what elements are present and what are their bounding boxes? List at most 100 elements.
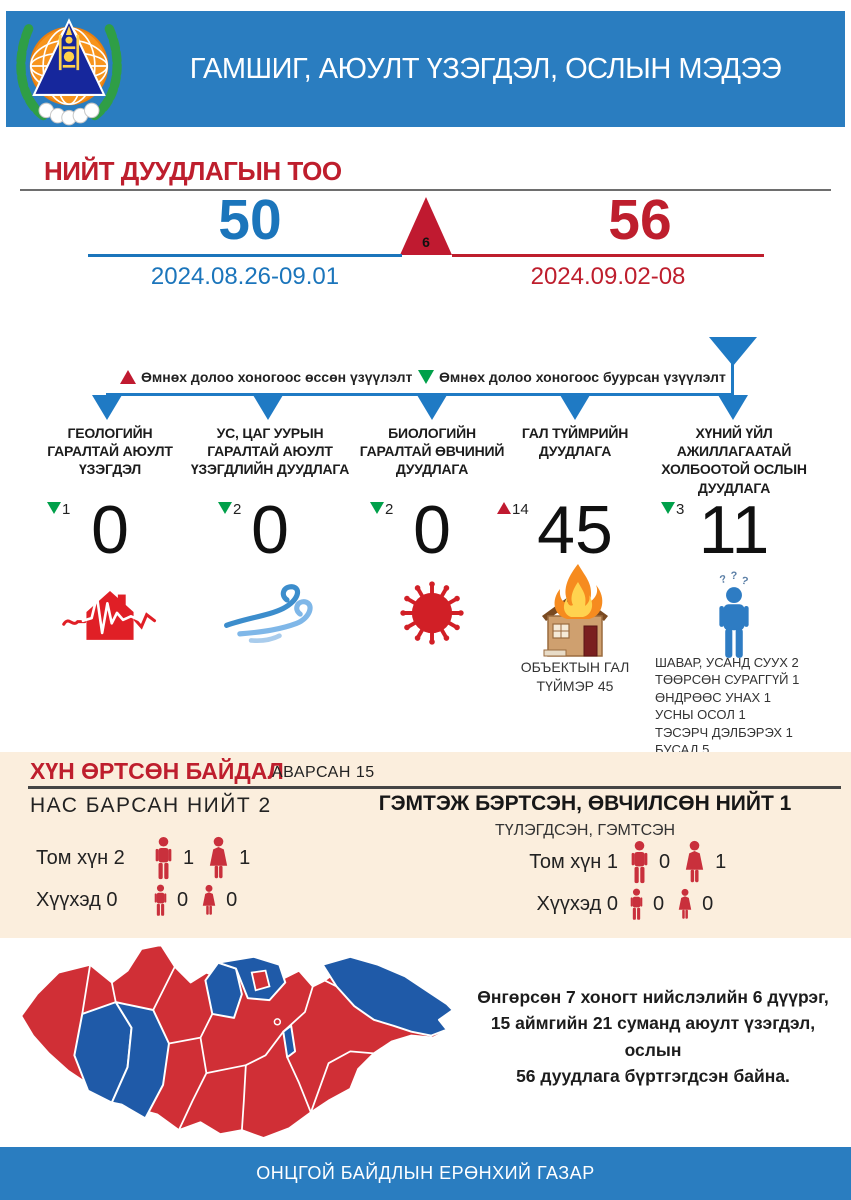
- heading-rule: [20, 189, 831, 191]
- injured-subtitle: ТҮЛЭГДСЭН, ГЭМТСЭН: [494, 822, 676, 839]
- increase-triangle-icon: [120, 370, 136, 384]
- earthquake-icon: [62, 591, 157, 640]
- question-mark: ?: [731, 570, 738, 582]
- arrow-down-icon: [253, 395, 283, 420]
- question-mark: ?: [740, 575, 749, 588]
- arrow-down-icon: [92, 395, 122, 420]
- category-biology: БИОЛОГИЙН ГАРАЛТАЙ ӨВЧИНИЙ ДУУДЛАГА 2 0: [352, 424, 512, 754]
- casualties-panel: ХҮН ӨРТСӨН БАЙДАЛ АВАРСАН 15 НАС БАРСАН …: [0, 752, 851, 938]
- injured-adult-row: Том хүн 1 0 1: [518, 840, 738, 885]
- question-mark: ?: [718, 573, 727, 586]
- row-label: Том хүн 2: [36, 847, 125, 869]
- breakdown-item: ШАВАР, УСАНД СУУХ 2: [655, 655, 799, 670]
- category-value: 0: [413, 492, 451, 568]
- current-week-period: 2024.09.02-08: [530, 263, 686, 290]
- category-value: 0: [91, 492, 129, 568]
- capital-marker: [273, 1018, 282, 1026]
- male-icon: [155, 836, 172, 880]
- icon-box: [35, 576, 185, 648]
- arrow-down-icon: [560, 395, 590, 420]
- icon-box: [352, 578, 512, 648]
- icon-box: ? ? ?: [645, 570, 823, 662]
- wind-icon: [224, 584, 313, 644]
- category-value: 45: [537, 492, 613, 568]
- injured-child-row: Хүүхэд 0 0 0: [518, 888, 725, 921]
- previous-week-count: 50: [218, 188, 282, 252]
- change-value: 2: [385, 501, 394, 518]
- row-label: Хүүхэд 0: [36, 889, 118, 911]
- funnel-stem: [731, 363, 734, 395]
- difference-triangle-icon: 6: [400, 197, 452, 255]
- category-human: ХҮНИЙ ҮЙЛ АЖИЛЛАГААТАЙ ХОЛБООТОЙ ОСЛЫН Д…: [645, 424, 823, 757]
- funnel-icon: [709, 337, 757, 366]
- header-bar: ГАМШИГ, АЮУЛТ ҮЗЭГДЭЛ, ОСЛЫН МЭДЭЭ: [6, 11, 845, 127]
- branch-line: [106, 393, 734, 396]
- deaths-child-row: Хүүхэд 0 0 0: [36, 884, 249, 917]
- change-indicator: 2: [370, 502, 393, 517]
- map-enclave: [250, 969, 271, 992]
- summary-line: Өнгөрсөн 7 хоногт нийслэлийн 6 дүүрэг,: [477, 987, 829, 1007]
- change-value: 1: [62, 501, 71, 518]
- male-child-icon: [154, 884, 167, 916]
- female-count: 0: [226, 889, 238, 911]
- female-icon: [209, 836, 228, 879]
- breakdown-item: ТӨӨРСӨН СУРАГГҮЙ 1: [655, 672, 800, 688]
- change-value: 14: [512, 501, 529, 518]
- icon-box: [190, 582, 350, 648]
- category-label: БИОЛОГИЙН ГАРАЛТАЙ ӨВЧИНИЙ ДУУДЛАГА: [359, 425, 505, 478]
- injured-title: ГЭМТЭЖ БЭРТСЭН, ӨВЧИЛСӨН НИЙТ 1: [378, 792, 792, 815]
- legend-increase: Өмнөх долоо хоногоос өссөн үзүүлэлт: [120, 369, 412, 385]
- male-count: 1: [183, 847, 195, 869]
- fire-house-icon: [542, 564, 608, 657]
- row-label: Хүүхэд 0: [536, 893, 618, 915]
- category-value: 0: [251, 492, 289, 568]
- change-value: 2: [233, 501, 242, 518]
- legend-decrease-label: Өмнөх долоо хоногоос буурсан үзүүлэлт: [439, 369, 726, 385]
- breakdown-item: УСНЫ ОСОЛ 1: [655, 707, 746, 723]
- female-count: 0: [702, 893, 714, 915]
- female-icon: [685, 840, 704, 883]
- rescued-label: АВАРСАН 15: [272, 764, 375, 781]
- virus-icon: [400, 581, 464, 645]
- female-count: 1: [715, 851, 727, 873]
- male-icon: [631, 840, 648, 884]
- difference-value: 6: [422, 234, 430, 250]
- deaths-title: НАС БАРСАН НИЙТ 2: [30, 794, 272, 817]
- change-indicator: 2: [218, 502, 241, 517]
- summary-line: 56 дуудлага бүртгэгдсэн байна.: [516, 1065, 790, 1086]
- arrow-down-icon: [718, 395, 748, 420]
- casualties-heading: ХҮН ӨРТСӨН БАЙДАЛ: [30, 758, 284, 784]
- deaths-adult-row: Том хүн 2 1 1: [36, 836, 262, 881]
- accident-breakdown: ШАВАР, УСАНД СУУХ 2 ТӨӨРСӨН СУРАГГҮЙ 1 Ө…: [655, 654, 799, 758]
- map-borders: [81, 964, 374, 1131]
- arrow-down-icon: [417, 395, 447, 420]
- male-count: 0: [177, 889, 189, 911]
- icon-box: [495, 564, 655, 660]
- breakdown-item: ТЭСЭРЧ ДЭЛБЭРЭХ 1: [655, 724, 793, 740]
- legend-decrease: Өмнөх долоо хоногоос буурсан үзүүлэлт: [418, 369, 726, 385]
- change-indicator: 14: [497, 502, 529, 517]
- footer-title: ОНЦГОЙ БАЙДЛЫН ЕРӨНХИЙ ГАЗАР: [256, 1163, 595, 1183]
- decrease-triangle-icon: [418, 370, 434, 384]
- male-child-icon: [630, 888, 643, 920]
- panel-rule: [28, 786, 841, 789]
- category-label: ГАЛ ТҮЙМРИЙН ДУУДЛАГА: [521, 425, 629, 460]
- mongolia-map: [20, 943, 454, 1140]
- category-value: 11: [698, 492, 770, 568]
- change-value: 3: [676, 501, 685, 518]
- previous-week-line: [88, 254, 402, 257]
- summary-text: Өнгөрсөн 7 хоногт нийслэлийн 6 дүүрэг, 1…: [462, 984, 844, 1089]
- map-blue-region: [73, 955, 454, 1120]
- totals-heading: НИЙТ ДУУДЛАГЫН ТОО: [44, 156, 342, 186]
- nema-logo-icon: [16, 18, 122, 126]
- current-week-count: 56: [608, 188, 672, 252]
- male-count: 0: [653, 893, 665, 915]
- category-label: УС, ЦАГ УУРЫН ГАРАЛТАЙ АЮУЛТ ҮЗЭГДЛИЙН Д…: [190, 425, 350, 478]
- breakdown-item: ӨНДРӨӨС УНАХ 1: [655, 689, 772, 705]
- category-weather: УС, ЦАГ УУРЫН ГАРАЛТАЙ АЮУЛТ ҮЗЭГДЛИЙН Д…: [190, 424, 350, 754]
- female-count: 1: [239, 847, 251, 869]
- person-question-icon: ? ? ?: [718, 570, 749, 658]
- page-title: ГАМШИГ, АЮУЛТ ҮЗЭГДЭЛ, ОСЛЫН МЭДЭЭ: [189, 52, 782, 85]
- change-indicator: 3: [661, 502, 684, 517]
